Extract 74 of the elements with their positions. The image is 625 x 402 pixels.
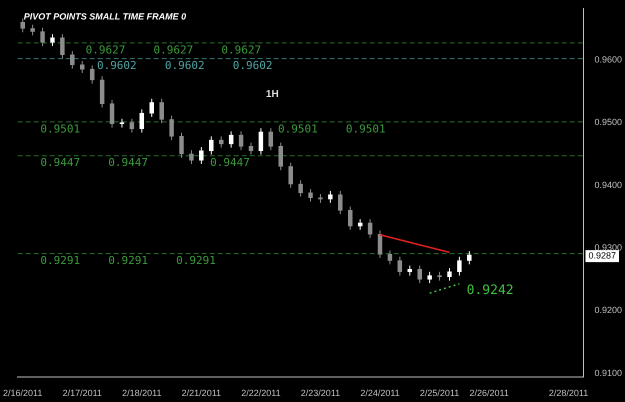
x-tick-label: 2/26/2011 (469, 388, 509, 398)
x-tick-label: 2/23/2011 (300, 388, 340, 398)
candlestick (248, 142, 254, 156)
candlestick (348, 206, 353, 230)
candlestick (238, 130, 244, 151)
candlestick (189, 150, 194, 164)
chart-title: PIVOT POINTS SMALL TIME FRAME 0 (24, 11, 186, 22)
text: 0.9602 (164, 58, 205, 72)
text: 0.9501 (278, 122, 318, 136)
candlestick (398, 256, 402, 276)
candlestick (110, 99, 114, 128)
candlestick (199, 146, 204, 164)
candlestick (298, 180, 303, 198)
text: 0.9447 (210, 156, 250, 170)
candlestick (278, 142, 284, 171)
candlestick (208, 136, 214, 156)
text: 0.9627 (154, 43, 194, 56)
x-tick-label: 2/18/2011 (122, 388, 162, 398)
candlestick (378, 230, 382, 259)
x-tick-label: 2/25/2011 (420, 388, 460, 398)
y-tick-label: 0.9600 (594, 54, 622, 64)
x-tick-label: 2/28/2011 (548, 388, 588, 398)
candlestick (358, 218, 362, 230)
annotation: 0.9287 (588, 250, 616, 261)
candlestick (100, 76, 104, 108)
text: 0.9501 (346, 122, 386, 136)
candlestick (40, 27, 45, 47)
text: 0.9447 (108, 156, 148, 170)
x-tick-label: 2/22/2011 (241, 388, 281, 398)
candlestick (388, 250, 392, 265)
candlestick (60, 34, 65, 60)
candlestick (308, 188, 313, 202)
candlestick (130, 118, 134, 134)
annotation: 0.9242 (466, 283, 514, 298)
candlestick (70, 50, 75, 70)
x-tick-label: 2/24/2011 (360, 388, 400, 398)
candlestick (417, 265, 422, 284)
candlestick (467, 250, 472, 265)
candlestick (139, 108, 144, 134)
ref-line-label: 0.9501 (40, 122, 80, 136)
candlestick (288, 162, 294, 188)
candlestick (457, 256, 462, 276)
candlestick (338, 190, 343, 215)
candlestick (149, 98, 154, 118)
ref-line-label: 0.9627 (86, 43, 126, 56)
ref-line-label: 0.9447 (40, 156, 80, 170)
y-tick-label: 0.9400 (594, 180, 622, 190)
candlestick (328, 190, 333, 204)
y-tick-label: 0.9200 (594, 305, 622, 316)
x-tick-label: 2/17/2011 (62, 388, 102, 398)
text: 0.9291 (108, 254, 148, 267)
x-tick-label: 2/16/2011 (3, 388, 42, 398)
candlestick (20, 18, 26, 33)
y-tick-label: 0.9500 (594, 117, 622, 128)
candlestick (169, 115, 174, 141)
candlestick (447, 268, 452, 282)
candlestick (268, 128, 274, 151)
ref-line-label: 0.9602 (96, 58, 137, 72)
candlestick (90, 64, 95, 84)
candlestick (80, 60, 85, 74)
text: 0.9602 (232, 58, 272, 72)
x-tick-label: 2/21/2011 (182, 388, 222, 398)
candlestick (50, 34, 55, 47)
y-tick-label: 0.9300 (594, 242, 622, 252)
candlestick (179, 132, 184, 158)
candlestick (368, 218, 372, 238)
annotation: 1H (266, 88, 279, 100)
y-tick-label: 0.9100 (594, 368, 622, 378)
text: 0.9291 (176, 254, 216, 267)
ref-line-label: 0.9291 (40, 254, 80, 267)
candlestick (30, 24, 35, 36)
text: 0.9627 (221, 43, 262, 56)
candlestick (159, 98, 164, 124)
candlestick (258, 128, 264, 156)
